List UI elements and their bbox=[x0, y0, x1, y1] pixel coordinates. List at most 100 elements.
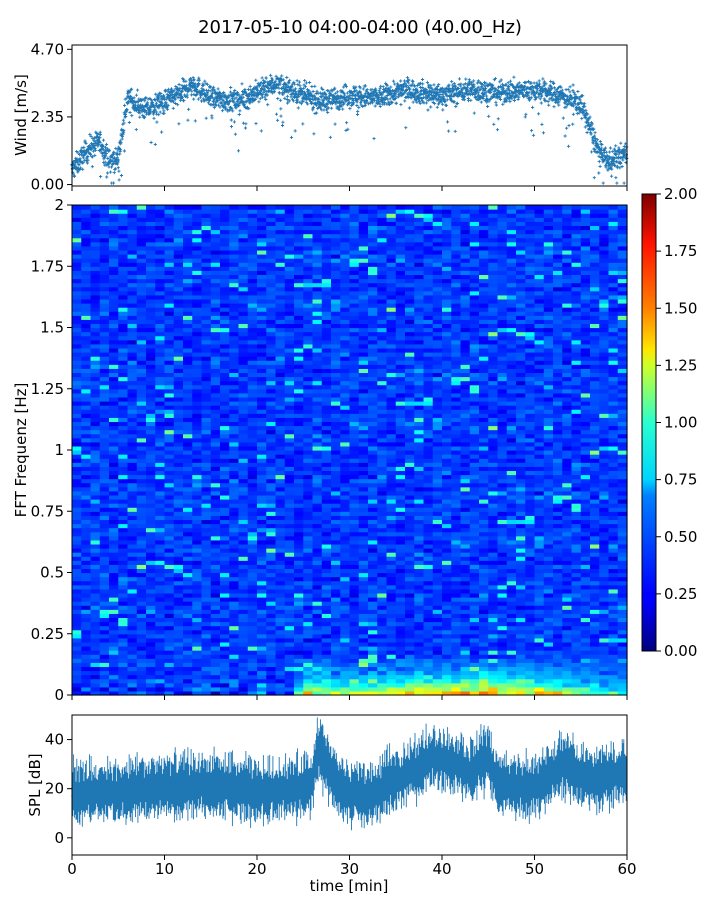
spectrogram-cell bbox=[497, 637, 508, 643]
spectrogram-cell bbox=[617, 601, 628, 606]
spectrogram-cell bbox=[275, 625, 286, 631]
wind-point bbox=[354, 85, 358, 89]
spectrogram-cell bbox=[229, 601, 240, 606]
spectrogram-cell bbox=[127, 601, 138, 606]
spectrogram-cell bbox=[543, 625, 554, 631]
spectrogram-cell bbox=[201, 686, 212, 692]
wind-point bbox=[405, 76, 410, 80]
spectrogram-cell bbox=[312, 633, 323, 639]
spectrogram-cell bbox=[238, 674, 249, 680]
spectrogram-cell bbox=[368, 568, 378, 574]
wind-point bbox=[381, 85, 385, 89]
spectrogram-cell bbox=[349, 625, 360, 631]
spectrogram-cell bbox=[72, 539, 82, 545]
spectrogram-cell bbox=[229, 650, 240, 655]
spectrogram-cell bbox=[460, 588, 471, 594]
wind-point bbox=[262, 87, 266, 91]
wind-point bbox=[233, 88, 237, 93]
wind-point bbox=[89, 142, 94, 146]
spectrogram-cell bbox=[580, 568, 591, 574]
spectrogram-cell bbox=[580, 662, 591, 668]
spectrogram-cell bbox=[340, 580, 351, 586]
spectrogram-cell bbox=[590, 617, 600, 623]
wind-point bbox=[318, 91, 322, 95]
spectrogram-cell bbox=[183, 666, 193, 672]
spectrogram-cell bbox=[294, 637, 304, 643]
spectrogram-cell bbox=[617, 633, 628, 639]
spectrogram-cell bbox=[173, 568, 184, 574]
spectrogram-cell bbox=[516, 556, 526, 561]
spectrogram-cell bbox=[368, 621, 378, 627]
spectrogram-cell bbox=[183, 609, 193, 614]
wind-point bbox=[335, 100, 339, 104]
wind-point bbox=[216, 99, 220, 103]
spectrogram-cell bbox=[312, 654, 323, 659]
wind-point bbox=[252, 90, 256, 94]
wind-point bbox=[263, 89, 267, 93]
spectrogram-cell bbox=[469, 678, 480, 684]
spectrogram-cell bbox=[432, 572, 443, 578]
spectrogram-cell bbox=[331, 580, 341, 586]
spectrogram-cell bbox=[164, 588, 175, 594]
spectrogram-cell bbox=[238, 605, 249, 610]
spectrogram-cell bbox=[247, 658, 258, 663]
spectrogram-cell bbox=[497, 686, 508, 692]
spectrogram-cell bbox=[414, 539, 425, 545]
spectrogram-cell bbox=[146, 609, 156, 614]
spectrogram-cell bbox=[118, 564, 129, 570]
wind-point bbox=[174, 101, 178, 106]
wind-point bbox=[575, 112, 579, 116]
spectrogram-cell bbox=[516, 654, 526, 659]
spectrogram-cell bbox=[275, 633, 286, 639]
spectrogram-cell bbox=[580, 633, 591, 639]
wind-point bbox=[276, 118, 280, 122]
spectrogram-cell bbox=[590, 605, 600, 610]
spectrogram-cell bbox=[469, 617, 480, 623]
wind-point bbox=[234, 106, 238, 110]
spectrogram-cell bbox=[479, 686, 489, 692]
spectrogram-cell bbox=[109, 597, 119, 602]
spectrogram-cell bbox=[479, 609, 489, 614]
spectrogram-cell bbox=[155, 633, 166, 639]
spectrogram-cell bbox=[266, 597, 277, 602]
spectrogram-cell bbox=[617, 584, 628, 590]
spectrogram-cell bbox=[488, 572, 499, 578]
spectrogram-cell bbox=[284, 658, 295, 663]
wind-point bbox=[351, 91, 355, 95]
spectrogram-cell bbox=[571, 670, 582, 676]
spectrogram-cell bbox=[294, 678, 304, 684]
spectrogram-cell bbox=[275, 584, 286, 590]
spectrogram-cell bbox=[109, 641, 119, 647]
spectrogram-cell bbox=[377, 666, 388, 672]
spectrogram-cell bbox=[571, 646, 582, 651]
spectrogram-cell bbox=[377, 605, 388, 610]
spectrogram-cell bbox=[405, 543, 415, 549]
spectrogram-cell bbox=[377, 564, 388, 570]
wind-point bbox=[122, 129, 126, 133]
spectrogram-cell bbox=[183, 597, 193, 602]
spectrogram-cell bbox=[599, 674, 610, 680]
spectrogram-cell bbox=[192, 597, 203, 602]
spectrogram-cell bbox=[386, 539, 397, 545]
spectrogram-cell bbox=[460, 641, 471, 647]
spectrogram-cell bbox=[127, 621, 138, 627]
spectrogram-cell bbox=[442, 588, 452, 594]
spectrogram-cell bbox=[423, 576, 434, 582]
spectrogram-cell bbox=[294, 617, 304, 623]
wind-point bbox=[259, 80, 263, 85]
spectrogram-cell bbox=[136, 564, 147, 570]
spectrogram-cell bbox=[146, 670, 156, 676]
spectrogram-cell bbox=[229, 605, 240, 610]
spectrogram-cell bbox=[349, 686, 360, 692]
spectrogram-cell bbox=[414, 556, 425, 561]
spectrogram-cell bbox=[201, 588, 212, 594]
spectrogram-cell bbox=[349, 621, 360, 627]
wind-point bbox=[248, 84, 252, 88]
spectrogram-cell bbox=[488, 580, 499, 586]
spectrogram-cell bbox=[608, 621, 619, 627]
spectrogram-cell bbox=[303, 621, 314, 627]
spectrogram-cell bbox=[516, 629, 526, 635]
spectrogram-cell bbox=[580, 609, 591, 614]
spectrogram-cell bbox=[331, 646, 341, 651]
spectrogram-cell bbox=[275, 637, 286, 643]
